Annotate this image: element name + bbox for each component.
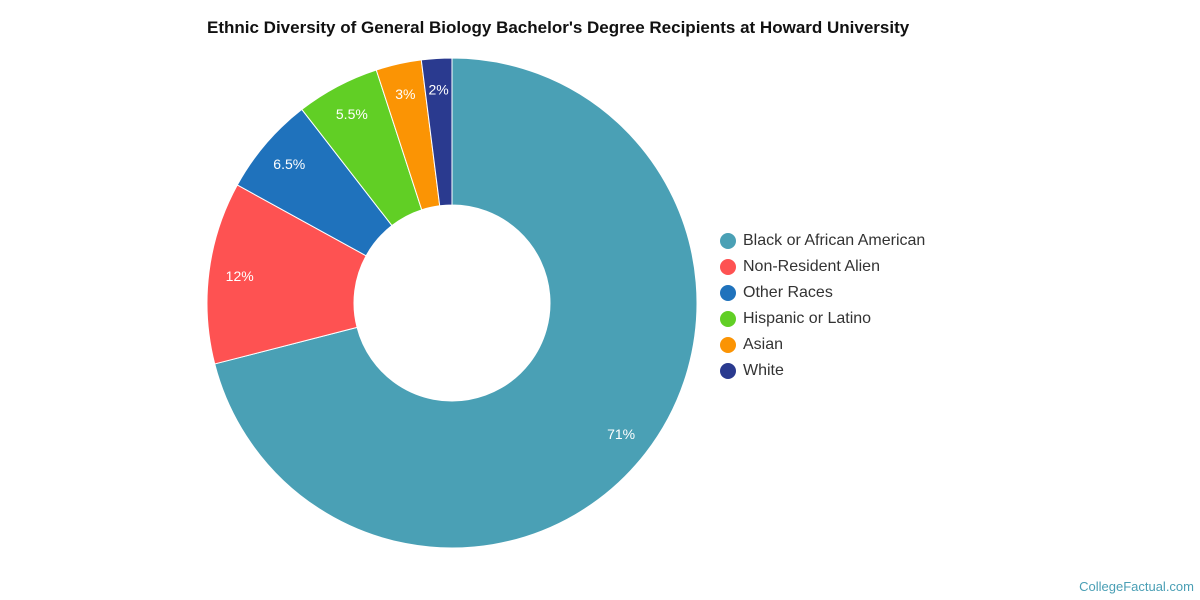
- slice-label: 12%: [226, 268, 254, 284]
- legend: Black or African American Non-Resident Al…: [720, 228, 925, 384]
- legend-label: Black or African American: [743, 232, 926, 249]
- legend-marker: [720, 311, 736, 327]
- slice-label: 3%: [395, 86, 415, 102]
- slice-white[interactable]: [420, 57, 453, 207]
- legend-item[interactable]: Asian: [720, 332, 925, 358]
- slice-label: 5.5%: [336, 106, 368, 122]
- legend-label: Asian: [743, 336, 784, 353]
- legend-label: Non-Resident Alien: [743, 258, 880, 275]
- legend-item[interactable]: Black or African American: [720, 228, 925, 254]
- slice-black-or-african-american[interactable]: [214, 57, 698, 549]
- legend-item[interactable]: White: [720, 358, 925, 384]
- credit-link[interactable]: CollegeFactual.com: [1079, 579, 1194, 594]
- slice-label: 2%: [428, 81, 448, 97]
- legend-item[interactable]: Hispanic or Latino: [720, 306, 925, 332]
- legend-label: Other Races: [743, 284, 833, 301]
- legend-marker: [720, 337, 736, 353]
- legend-label: White: [743, 362, 784, 379]
- slice-non-resident-alien[interactable]: [206, 184, 367, 365]
- slice-label: 71%: [607, 426, 635, 442]
- legend-marker: [720, 233, 736, 249]
- chart-title: Ethnic Diversity of General Biology Bach…: [207, 18, 910, 37]
- legend-marker: [720, 285, 736, 301]
- slice-label: 6.5%: [273, 156, 305, 172]
- legend-marker: [720, 363, 736, 379]
- legend-item[interactable]: Non-Resident Alien: [720, 254, 925, 280]
- legend-item[interactable]: Other Races: [720, 280, 925, 306]
- legend-label: Hispanic or Latino: [743, 310, 872, 327]
- legend-marker: [720, 259, 736, 275]
